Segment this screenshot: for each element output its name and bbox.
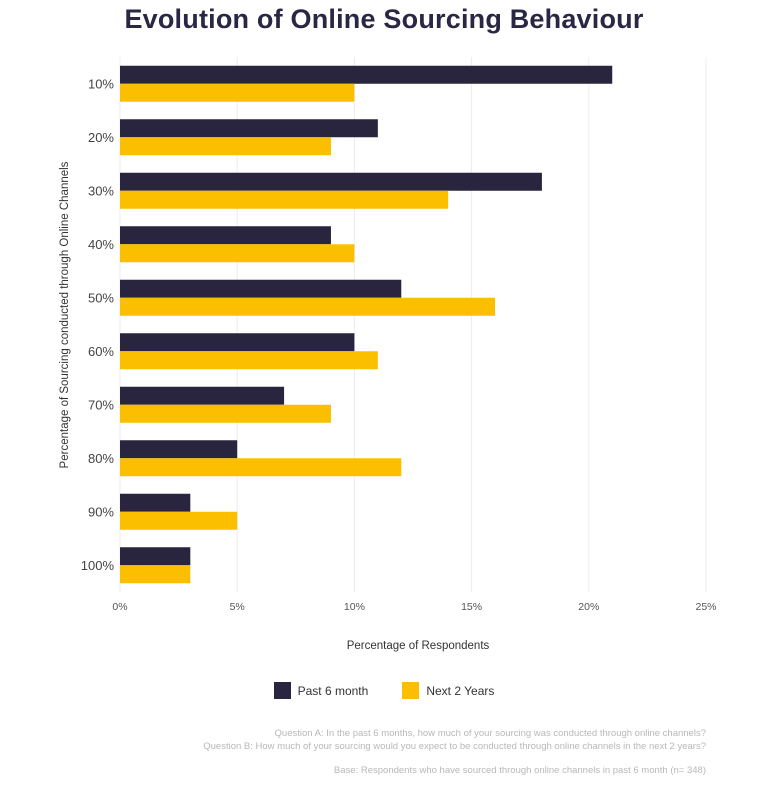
legend-label-next: Next 2 Years	[426, 683, 495, 698]
bar-next-2-years	[120, 137, 331, 156]
bar-next-2-years	[120, 83, 355, 102]
category-label: 30%	[88, 183, 114, 198]
bar-next-2-years	[120, 190, 449, 209]
bar-next-2-years	[120, 458, 402, 477]
bar-next-2-years	[120, 565, 191, 584]
category-label: 50%	[88, 290, 114, 305]
bar-past-6-month	[120, 226, 331, 245]
category-label: 40%	[88, 237, 114, 252]
bar-past-6-month	[120, 333, 355, 352]
legend-item-next: Next 2 Years	[402, 682, 494, 699]
category-label: 20%	[88, 130, 114, 145]
bar-past-6-month	[120, 279, 402, 298]
bar-past-6-month	[120, 547, 191, 566]
legend: Past 6 month Next 2 Years	[0, 682, 768, 699]
bar-past-6-month	[120, 386, 285, 405]
bar-next-2-years	[120, 244, 355, 263]
category-label: 10%	[88, 76, 114, 91]
bars	[120, 65, 613, 584]
legend-swatch-past	[273, 682, 291, 699]
category-label: 70%	[88, 397, 114, 412]
legend-swatch-next	[402, 682, 420, 699]
legend-item-past: Past 6 month	[273, 682, 369, 699]
bar-next-2-years	[120, 404, 331, 423]
bar-next-2-years	[120, 511, 238, 530]
note-question-b: Question B: How much of your sourcing wo…	[203, 741, 706, 752]
bar-next-2-years	[120, 297, 496, 316]
x-tick-label: 25%	[695, 601, 716, 613]
bar-past-6-month	[120, 493, 191, 512]
footnotes: Question A: In the past 6 months, how mu…	[203, 727, 706, 777]
bar-past-6-month	[120, 440, 238, 459]
x-tick-labels: 0% 5% 10% 15% 20% 25%	[112, 601, 716, 613]
bar-past-6-month	[120, 65, 613, 84]
category-label: 100%	[81, 558, 115, 573]
chart-title: Evolution of Online Sourcing Behaviour	[124, 4, 644, 34]
y-axis-title: Percentage of Sourcing conducted through…	[59, 161, 71, 468]
x-tick-label: 10%	[344, 601, 365, 613]
x-tick-label: 15%	[461, 601, 482, 613]
category-label: 60%	[88, 344, 114, 359]
x-tick-label: 20%	[578, 601, 599, 613]
bar-next-2-years	[120, 351, 378, 370]
bar-past-6-month	[120, 119, 378, 138]
bar-chart: 10%20%30%40%50%60%70%80%90%100% 0% 5% 10% 1…	[59, 57, 717, 652]
category-label: 80%	[88, 451, 114, 466]
note-base: Base: Respondents who have sourced throu…	[333, 765, 706, 776]
category-label: 90%	[88, 504, 114, 519]
category-labels: 10% 20% 30% 40% 50% 60% 70% 80% 90% 100%	[81, 76, 115, 573]
x-axis-title: Percentage of Respondents	[347, 640, 490, 652]
legend-label-past: Past 6 month	[297, 683, 369, 698]
note-question-a: Question A: In the past 6 months, how mu…	[274, 728, 706, 739]
x-tick-label: 5%	[230, 601, 245, 613]
x-tick-label: 0%	[112, 601, 127, 613]
bar-past-6-month	[120, 172, 542, 191]
